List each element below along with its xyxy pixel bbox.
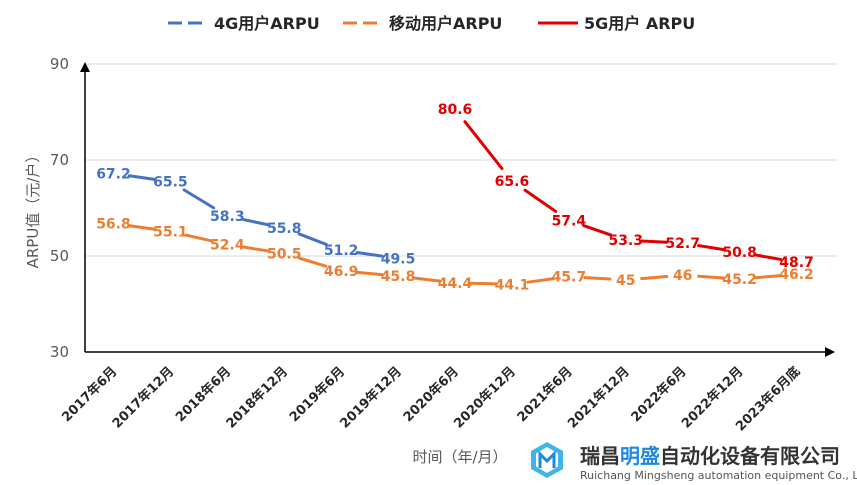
- data-label: 52.7: [665, 236, 700, 252]
- series-segment-2: [697, 274, 726, 280]
- x-axis-arrow: [825, 347, 835, 357]
- data-label: 56.8: [96, 216, 131, 232]
- y-axis-title: ARPU值（元/户）: [24, 148, 42, 269]
- x-tick-label: 2017年6月: [59, 364, 121, 426]
- data-label: 50.8: [722, 245, 757, 261]
- data-label: 52.4: [210, 237, 245, 253]
- data-label: 57.4: [552, 213, 587, 229]
- series-segment-3: [582, 224, 613, 237]
- legend-item: 5G用户 ARPU: [538, 14, 695, 33]
- series-segment-1: [241, 217, 271, 227]
- series-segment-2: [526, 277, 555, 284]
- x-tick-label: 2018年6月: [172, 364, 234, 426]
- series-segment-2: [583, 276, 612, 281]
- series-segment-2: [127, 224, 157, 231]
- series-segment-1: [297, 232, 328, 246]
- y-axis-arrow: [80, 62, 90, 72]
- data-label: 67.2: [96, 166, 131, 182]
- y-tick-label: 70: [50, 151, 69, 169]
- data-label: 53.3: [608, 233, 643, 249]
- series-segment-2: [241, 245, 270, 253]
- series-segment-3: [463, 120, 504, 171]
- series-segment-3: [640, 239, 669, 244]
- data-label: 46: [673, 268, 692, 284]
- company-watermark: 瑞昌明盛自动化设备有限公司 Ruichang Mingsheng automat…: [531, 442, 857, 482]
- data-label: 45: [616, 273, 635, 289]
- y-tick-label: 50: [50, 247, 69, 265]
- svg-text:瑞昌明盛自动化设备有限公司: 瑞昌明盛自动化设备有限公司: [580, 444, 840, 468]
- company-name-highlight: 明盛: [620, 444, 660, 468]
- data-label: 80.6: [438, 102, 473, 118]
- series-segment-2: [298, 256, 328, 268]
- data-label: 46.2: [779, 267, 814, 283]
- data-label: 51.2: [324, 243, 359, 259]
- series-segment-1: [355, 251, 384, 258]
- legend-label: 移动用户ARPU: [389, 14, 502, 33]
- data-label: 44.1: [495, 277, 530, 293]
- x-tick-label: 2018年12月: [223, 364, 291, 432]
- x-tick-label: 2020年6月: [400, 364, 462, 426]
- legend-label: 5G用户 ARPU: [584, 14, 695, 33]
- x-tick-labels: 2017年6月2017年12月2018年6月2018年12月2019年6月201…: [59, 364, 804, 435]
- x-tick-label: 2022年6月: [628, 364, 690, 426]
- legend-label: 4G用户ARPU: [214, 14, 320, 33]
- series-segment-3: [523, 188, 558, 213]
- data-label: 50.5: [267, 247, 302, 263]
- y-tick-label: 90: [50, 55, 69, 73]
- legend: 4G用户ARPU 移动用户ARPU 5G用户 ARPU: [168, 14, 695, 33]
- series-segment-2: [412, 276, 441, 283]
- series-lines: [127, 120, 783, 286]
- series-segment-1: [182, 188, 216, 210]
- x-axis-title: 时间（年/月）: [412, 448, 507, 466]
- series-segment-1: [127, 174, 157, 181]
- series-segment-2: [184, 233, 214, 243]
- data-label: 45.2: [722, 272, 757, 288]
- data-label: 45.7: [552, 270, 587, 286]
- company-name-suffix: 自动化设备有限公司: [660, 444, 840, 468]
- data-labels: 67.2 65.5 58.3 55.8 51.2 49.5 56.8 55.1 52.4 50.5…: [96, 102, 814, 293]
- x-tick-label: 2017年12月: [109, 364, 177, 432]
- legend-item: 4G用户ARPU: [168, 14, 320, 33]
- y-tick-labels: 30 50 70 90: [50, 55, 69, 361]
- x-tick-label: 2021年12月: [565, 364, 633, 432]
- data-label: 49.5: [381, 251, 416, 267]
- company-logo-icon: [531, 442, 563, 478]
- axes: [80, 62, 835, 357]
- company-english-name: Ruichang Mingsheng automation equipment …: [580, 469, 857, 482]
- data-label: 46.9: [324, 264, 359, 280]
- x-tick-label: 2020年12月: [451, 364, 519, 432]
- data-label: 58.3: [210, 209, 245, 225]
- series-segment-2: [469, 281, 498, 286]
- series-segment-2: [754, 274, 783, 280]
- x-tick-label: 2019年12月: [337, 364, 405, 432]
- y-tick-label: 30: [50, 343, 69, 361]
- data-label: 44.4: [438, 276, 473, 292]
- data-label: 48.7: [779, 255, 814, 271]
- data-label: 45.8: [381, 269, 416, 285]
- series-segment-3: [753, 253, 783, 261]
- data-label: 65.5: [153, 175, 188, 191]
- series-segment-2: [640, 275, 669, 281]
- data-label: 65.6: [495, 174, 530, 190]
- series-segment-2: [355, 270, 384, 277]
- data-label: 55.8: [267, 221, 302, 237]
- gridlines: [85, 63, 837, 257]
- series-segment-3: [696, 244, 726, 252]
- data-label: 55.1: [153, 225, 188, 241]
- legend-item: 移动用户ARPU: [343, 14, 502, 33]
- x-tick-label: 2019年6月: [286, 364, 348, 426]
- company-name-prefix: 瑞昌: [580, 444, 620, 468]
- x-tick-label: 2021年6月: [514, 364, 576, 426]
